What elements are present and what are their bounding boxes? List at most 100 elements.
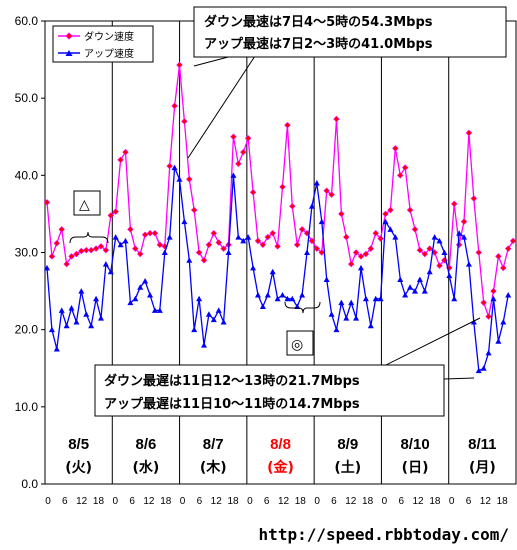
- up-speed-point: [240, 237, 247, 244]
- legend: ダウン速度 アップ速度: [52, 25, 154, 63]
- up-speed-point: [274, 295, 281, 302]
- up-speed-point: [53, 345, 60, 352]
- x-tick-label: 6: [62, 496, 68, 507]
- x-tick-label: 18: [227, 496, 239, 507]
- down-speed-point: [63, 260, 70, 268]
- x-tick-label: 6: [466, 496, 472, 507]
- up-speed-point: [411, 288, 418, 294]
- up-speed-point: [451, 295, 458, 302]
- down-speed-point: [269, 229, 276, 237]
- up-speed-point: [465, 261, 472, 267]
- down-speed-point: [475, 249, 482, 256]
- down-speed-point: [220, 245, 227, 252]
- up-speed-point: [505, 291, 512, 298]
- up-speed-point: [485, 349, 492, 356]
- x-tick-label: 6: [264, 496, 270, 507]
- up-speed-point: [122, 237, 129, 244]
- x-tick-label: 6: [331, 496, 337, 507]
- up-speed-point: [230, 172, 237, 178]
- min-pointer-down: [379, 317, 481, 369]
- x-tick-label: 18: [295, 496, 307, 507]
- up-speed-point: [68, 305, 75, 311]
- up-speed-point: [353, 315, 360, 321]
- max-callout: ダウン最速は7日4～5時の54.3Mbps アップ最速は7日2～3時の41.0M…: [187, 6, 507, 159]
- down-speed-point: [210, 229, 218, 237]
- up-speed-point: [63, 322, 70, 329]
- down-speed-point: [279, 183, 286, 191]
- down-speed-point: [367, 245, 375, 252]
- triangle-mark-box: [73, 190, 101, 216]
- down-speed-point: [274, 243, 281, 250]
- y-tick-label: 40.0: [15, 168, 39, 182]
- x-tick-label: 18: [429, 496, 441, 507]
- up-speed-point: [137, 284, 144, 290]
- up-speed-point: [441, 249, 448, 255]
- up-speed-point: [181, 218, 188, 225]
- up-speed-point: [397, 276, 404, 283]
- good-period-mark: ◎: [284, 301, 321, 356]
- max-callout-up: アップ最速は7日2～3時の41.0Mbps: [204, 36, 433, 52]
- up-speed-point: [171, 164, 178, 171]
- down-speed-point: [132, 245, 139, 252]
- down-speed-point: [352, 249, 360, 256]
- down-speed-point: [387, 206, 394, 214]
- up-speed-point: [245, 234, 252, 240]
- down-speed-point: [97, 243, 105, 250]
- down-speed-point: [436, 262, 443, 269]
- x-tick-label: 6: [398, 496, 404, 507]
- down-speed-point: [107, 212, 115, 219]
- y-tick-label: 10.0: [15, 400, 39, 414]
- down-speed-point: [122, 148, 129, 156]
- up-speed-point: [313, 180, 320, 186]
- x-axis: 0 6 12 18 0 6 12 18 0 6 12 18 0 6 12 18 0 6 12 18 0 6 12 18 0 6 12…: [45, 496, 508, 507]
- min-callout: ダウン最遅は11日12～13時の21.7Mbps アップ最遅は11日10～11時…: [94, 317, 481, 417]
- down-speed-point: [112, 208, 119, 215]
- y-axis: 0.0 10.0 20.0 30.0 40.0 50.0 60.0: [15, 14, 45, 491]
- x-tick-label: 0: [449, 496, 455, 507]
- up-speed-point: [426, 268, 433, 275]
- up-speed-point: [44, 264, 50, 271]
- down-speed-point: [333, 115, 340, 123]
- down-speed-point: [141, 231, 149, 238]
- day-weekday-label: (金): [267, 459, 294, 476]
- down-speed-point: [313, 245, 321, 252]
- x-tick-label: 12: [143, 496, 155, 507]
- up-speed-point: [416, 276, 423, 283]
- down-speed-point: [382, 210, 389, 218]
- day-weekday-label: (火): [65, 460, 92, 476]
- up-speed-point: [289, 295, 296, 302]
- down-speed-point: [200, 256, 208, 264]
- down-speed-point: [176, 61, 183, 69]
- up-speed-point: [235, 234, 242, 240]
- down-speed-point: [357, 253, 365, 260]
- down-speed-point: [244, 135, 252, 142]
- up-speed-point: [93, 295, 100, 302]
- down-speed-point: [171, 102, 178, 110]
- up-speed-point: [284, 295, 291, 302]
- up-speed-point: [151, 307, 158, 313]
- x-tick-label: 12: [278, 496, 290, 507]
- up-speed-point: [264, 291, 271, 298]
- up-speed-point: [176, 176, 183, 182]
- down-speed-point: [92, 245, 100, 252]
- down-speed-point: [87, 246, 95, 254]
- up-speed-point: [436, 237, 443, 244]
- up-speed-point: [269, 268, 276, 275]
- x-tick-label: 0: [180, 496, 186, 507]
- up-speed-point: [117, 241, 124, 248]
- x-tick-label: 18: [362, 496, 374, 507]
- up-speed-point: [500, 318, 507, 325]
- up-speed-point: [495, 338, 502, 344]
- x-tick-label: 18: [160, 496, 172, 507]
- up-speed-point: [431, 234, 438, 240]
- legend-up-label: アップ速度: [84, 47, 134, 60]
- x-tick-label: 6: [197, 496, 203, 507]
- up-speed-point: [97, 315, 104, 321]
- day-weekday-label: (水): [133, 459, 160, 476]
- up-speed-point: [83, 311, 90, 317]
- down-speed-point: [416, 246, 424, 254]
- up-speed-point: [205, 311, 212, 317]
- down-speed-point: [406, 206, 414, 214]
- up-speed-point: [201, 342, 207, 348]
